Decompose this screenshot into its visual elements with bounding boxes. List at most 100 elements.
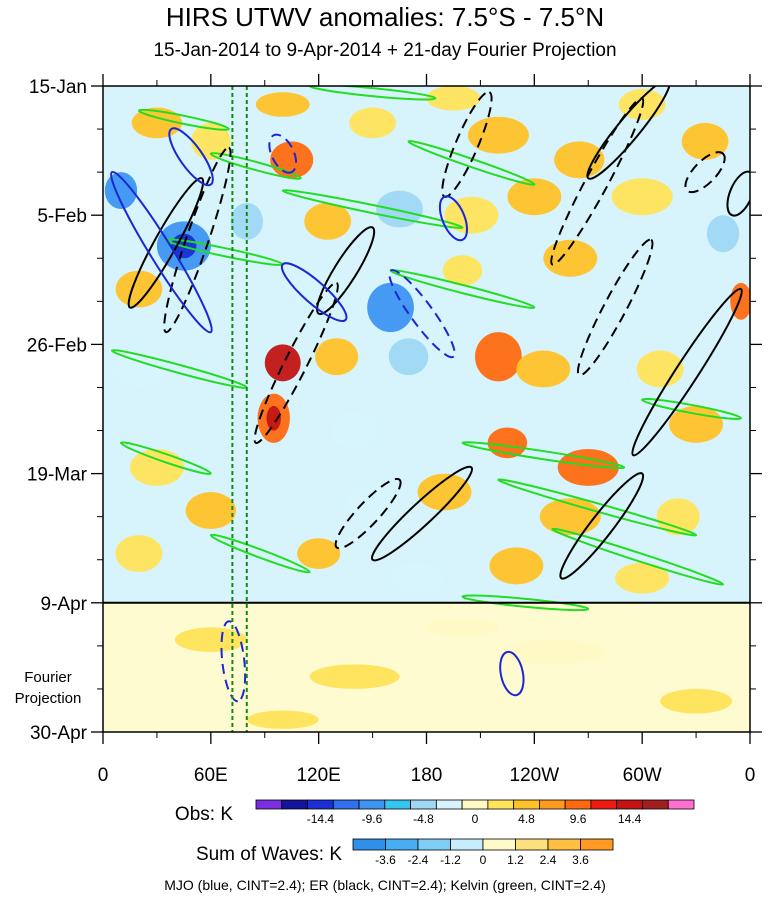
colorbar-0-swatch-7 <box>435 799 463 810</box>
anomaly-cell-32 <box>636 350 684 388</box>
anomaly-cell-4 <box>349 107 396 139</box>
anomaly-cell-22 <box>367 282 414 333</box>
anomaly-cell-17 <box>507 178 562 216</box>
plot-area <box>103 86 750 732</box>
anomaly-cell-5 <box>426 86 481 111</box>
contour-mjo-33 <box>438 195 469 242</box>
contour-legend: MJO (blue, CINT=2.4); ER (black, CINT=2.… <box>164 877 606 893</box>
anomaly-cell-38 <box>669 405 724 443</box>
anomaly-cell-6 <box>467 116 529 154</box>
colorbar-0-swatch-13 <box>590 799 618 810</box>
anomaly-cell-23 <box>442 255 483 286</box>
y-tick-label-0: 15-Jan <box>29 77 87 98</box>
anomaly-cell-14 <box>304 202 352 240</box>
contour-mjo-31 <box>388 269 456 359</box>
contour-mjo-34 <box>499 650 525 697</box>
y-tick-label-1: 5-Feb <box>37 206 87 227</box>
anomaly-cell-15 <box>376 190 423 228</box>
colorbar-1-swatch-4 <box>482 838 516 851</box>
contour-kelvin-8 <box>497 478 698 537</box>
anomaly-cell-46 <box>297 538 341 569</box>
colorbar-0-tick-1: -9.6 <box>362 812 383 826</box>
contour-er-17 <box>253 281 339 444</box>
anomaly-cell-26 <box>264 344 301 382</box>
colorbar-1-tick-3: 0 <box>480 853 487 867</box>
anomaly-cell-45 <box>115 535 163 573</box>
contour-er-20 <box>631 287 743 457</box>
y-tick-label-3: 19-Mar <box>27 465 88 486</box>
anomaly-cell-41 <box>185 492 236 529</box>
projection-label: Fourier Projection <box>0 669 96 707</box>
anomaly-cell-37 <box>557 448 619 486</box>
contour-kelvin-0 <box>119 441 212 476</box>
contour-kelvin-3 <box>209 152 302 180</box>
colorbar-1-swatch-2 <box>417 838 451 851</box>
y-tick-label-4: 9-Apr <box>41 594 88 615</box>
contour-kelvin-13 <box>461 594 590 612</box>
anomaly-cell-42 <box>345 485 400 523</box>
colorbar-0-swatch-10 <box>513 799 540 810</box>
contour-er-26 <box>559 472 645 580</box>
contour-er-24 <box>371 465 473 562</box>
contour-er-19 <box>576 238 654 377</box>
colorbar-1-tick-5: 2.4 <box>540 853 557 867</box>
contour-mjo-30 <box>280 262 348 322</box>
chart-title: HIRS UTWV anomalies: 7.5°S - 7.5°N <box>165 2 605 32</box>
anomaly-cell-9 <box>681 122 729 160</box>
anomaly-cell-44 <box>656 498 700 536</box>
anomaly-cell-34 <box>266 405 281 431</box>
contour-mjo-35 <box>220 620 247 703</box>
colorbar-0-tick-2: -4.8 <box>413 812 434 826</box>
contour-er-25 <box>334 477 402 550</box>
contour-er-27 <box>684 151 726 194</box>
colorbar-0-swatch-5 <box>384 799 411 810</box>
contour-kelvin-10 <box>641 397 743 421</box>
contour-er-18 <box>316 226 376 316</box>
anomaly-cell-54 <box>246 710 319 729</box>
colorbar-1-tick-1: -2.4 <box>408 853 429 867</box>
colorbar-0-tick-4: 4.8 <box>518 812 535 826</box>
contour-er-22 <box>586 86 672 180</box>
contour-kelvin-11 <box>209 533 311 574</box>
anomaly-cell-30 <box>516 350 571 388</box>
colorbar-0-swatch-3 <box>332 799 360 810</box>
anomaly-cell-53 <box>660 688 733 714</box>
anomaly-cell-28 <box>388 338 429 376</box>
colorbar-1-swatch-6 <box>547 838 581 851</box>
anomaly-cell-50 <box>174 627 247 653</box>
contour-mjo-36 <box>268 133 298 174</box>
contour-kelvin-9 <box>461 441 626 470</box>
y-tick-label-5: 30-Apr <box>30 723 88 744</box>
colorbar-0-swatch-15 <box>642 799 669 810</box>
x-tick-label-4: 120W <box>510 765 560 786</box>
anomaly-cell-20 <box>115 270 163 308</box>
colorbar-0-swatch-4 <box>358 799 386 810</box>
anomaly-cell-51 <box>309 664 400 689</box>
colorbar-0-swatch-2 <box>307 799 334 810</box>
anomaly-cell-19 <box>706 215 740 253</box>
colorbar-1-tick-6: 3.6 <box>572 853 589 867</box>
colorbar-1-swatch-1 <box>385 838 419 851</box>
colorbar-1-swatch-0 <box>352 838 386 851</box>
anomaly-cell-48 <box>615 562 670 594</box>
anomaly-cell-55 <box>426 618 499 637</box>
anomaly-cell-49 <box>390 562 445 594</box>
colorbar-0-swatch-14 <box>616 799 643 810</box>
colorbar-0-swatch-0 <box>255 799 283 810</box>
x-tick-label-1: 60E <box>194 765 228 786</box>
colorbar-1-tick-0: -3.6 <box>375 853 396 867</box>
colorbar-0-swatch-12 <box>564 799 592 810</box>
contour-mjo-32 <box>168 127 214 187</box>
colorbar-1-swatch-7 <box>580 838 614 851</box>
colorbar-0-tick-3: 0 <box>472 812 479 826</box>
colorbar-0-tick-5: 9.6 <box>570 812 587 826</box>
projection-label-line-1: Fourier <box>24 669 72 686</box>
y-tick-label-2: 26-Feb <box>27 335 87 356</box>
anomaly-cell-27 <box>315 338 359 376</box>
anomaly-cell-29 <box>475 332 522 382</box>
anomaly-cell-35 <box>331 412 378 449</box>
colorbar-0-tick-6: 14.4 <box>618 812 642 826</box>
colorbar-1-tick-4: 1.2 <box>507 853 524 867</box>
x-tick-label-6: 0 <box>745 765 756 786</box>
hovmoller-chart: 15-Jan 5-Feb 26-Feb 19-Mar 9-Apr 30-Apr 0 60E 12… <box>27 74 762 867</box>
